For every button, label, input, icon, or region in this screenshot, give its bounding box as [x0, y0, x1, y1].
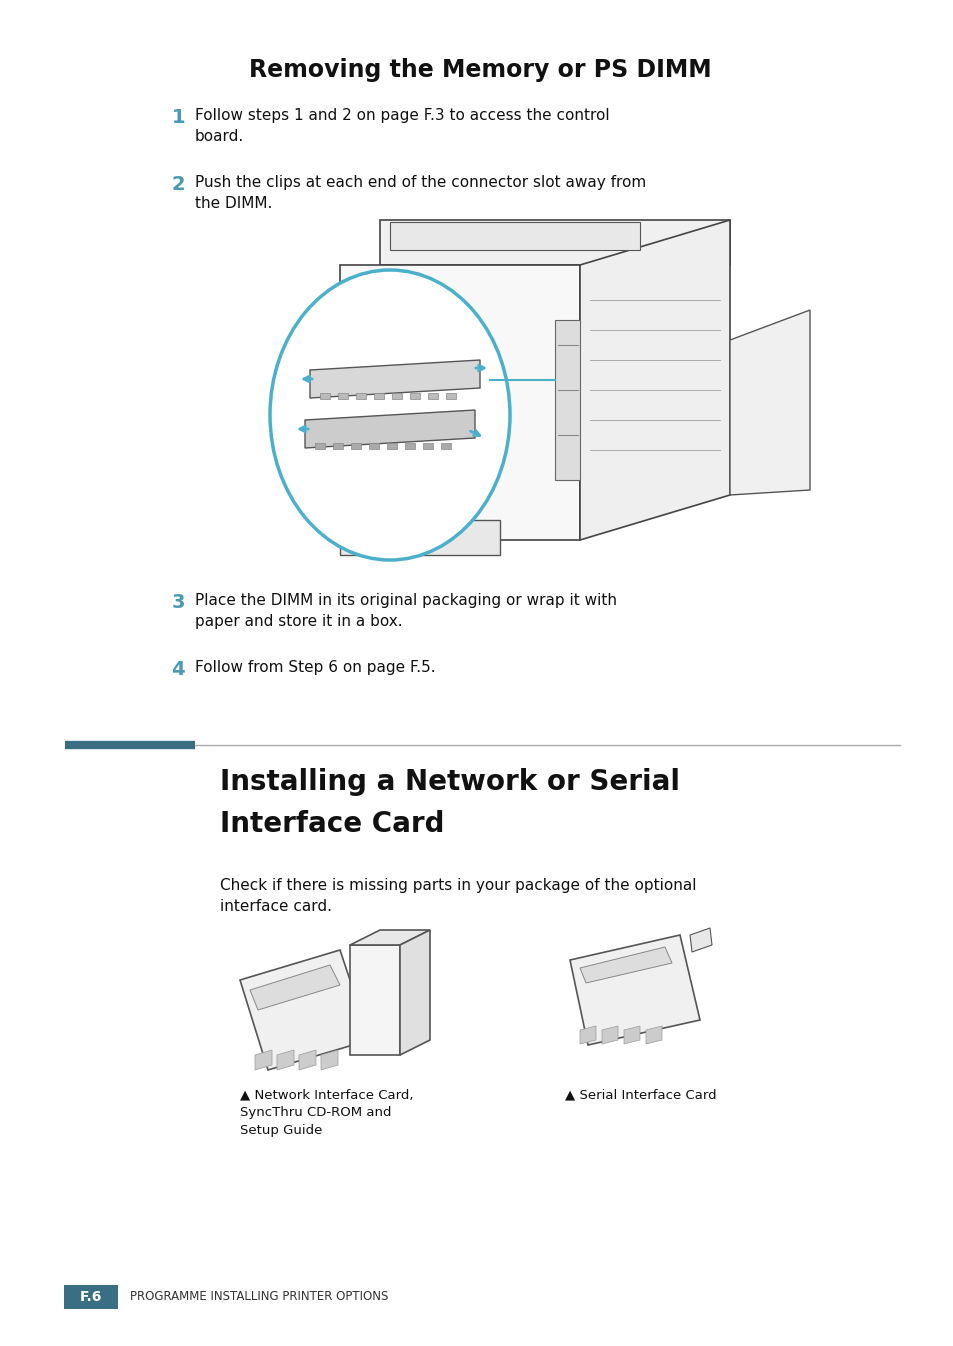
Text: Place the DIMM in its original packaging or wrap it with
paper and store it in a: Place the DIMM in its original packaging…	[194, 594, 617, 629]
Polygon shape	[446, 393, 456, 398]
Polygon shape	[298, 1050, 315, 1070]
Polygon shape	[410, 393, 419, 398]
Text: F.6: F.6	[80, 1289, 102, 1304]
Polygon shape	[579, 948, 671, 983]
Polygon shape	[339, 520, 499, 555]
Polygon shape	[428, 393, 437, 398]
Polygon shape	[729, 310, 809, 495]
Polygon shape	[369, 443, 378, 450]
Ellipse shape	[270, 271, 510, 560]
Polygon shape	[350, 945, 399, 1055]
Text: Check if there is missing parts in your package of the optional
interface card.: Check if there is missing parts in your …	[220, 878, 696, 914]
Polygon shape	[351, 443, 360, 450]
Text: 2: 2	[172, 175, 185, 194]
Polygon shape	[339, 265, 579, 540]
Polygon shape	[276, 1050, 294, 1070]
Polygon shape	[374, 393, 384, 398]
Polygon shape	[254, 1050, 272, 1070]
Polygon shape	[579, 219, 729, 540]
Polygon shape	[320, 1050, 337, 1070]
Text: Follow steps 1 and 2 on page F.3 to access the control
board.: Follow steps 1 and 2 on page F.3 to acce…	[194, 108, 609, 144]
Polygon shape	[310, 359, 479, 398]
Polygon shape	[387, 443, 396, 450]
Text: 1: 1	[172, 108, 185, 127]
Text: ▲ Serial Interface Card: ▲ Serial Interface Card	[564, 1088, 716, 1101]
Polygon shape	[250, 965, 339, 1010]
Polygon shape	[579, 1026, 596, 1044]
Polygon shape	[405, 443, 415, 450]
Polygon shape	[392, 393, 401, 398]
Text: 3: 3	[172, 594, 185, 612]
Text: 4: 4	[172, 660, 185, 678]
Polygon shape	[314, 443, 325, 450]
Text: Push the clips at each end of the connector slot away from
the DIMM.: Push the clips at each end of the connec…	[194, 175, 645, 211]
Polygon shape	[569, 935, 700, 1044]
Polygon shape	[422, 443, 433, 450]
Text: Removing the Memory or PS DIMM: Removing the Memory or PS DIMM	[249, 58, 711, 82]
Polygon shape	[337, 393, 348, 398]
Text: Follow from Step 6 on page F.5.: Follow from Step 6 on page F.5.	[194, 660, 436, 674]
Polygon shape	[379, 219, 729, 265]
Polygon shape	[601, 1026, 618, 1044]
Polygon shape	[350, 930, 430, 945]
Text: Interface Card: Interface Card	[220, 810, 444, 839]
Polygon shape	[305, 411, 475, 448]
FancyBboxPatch shape	[64, 1285, 118, 1310]
Polygon shape	[240, 950, 370, 1070]
Polygon shape	[440, 443, 451, 450]
Polygon shape	[390, 222, 639, 250]
Polygon shape	[689, 927, 711, 952]
Polygon shape	[623, 1026, 639, 1044]
Polygon shape	[355, 393, 366, 398]
Polygon shape	[555, 320, 579, 481]
Polygon shape	[399, 930, 430, 1055]
Text: Installing a Network or Serial: Installing a Network or Serial	[220, 769, 679, 795]
Polygon shape	[333, 443, 343, 450]
Text: PROGRAMME INSTALLING PRINTER OPTIONS: PROGRAMME INSTALLING PRINTER OPTIONS	[130, 1291, 388, 1303]
Polygon shape	[645, 1026, 661, 1044]
Text: ▲ Network Interface Card,
SyncThru CD-ROM and
Setup Guide: ▲ Network Interface Card, SyncThru CD-RO…	[240, 1088, 413, 1137]
Polygon shape	[319, 393, 330, 398]
